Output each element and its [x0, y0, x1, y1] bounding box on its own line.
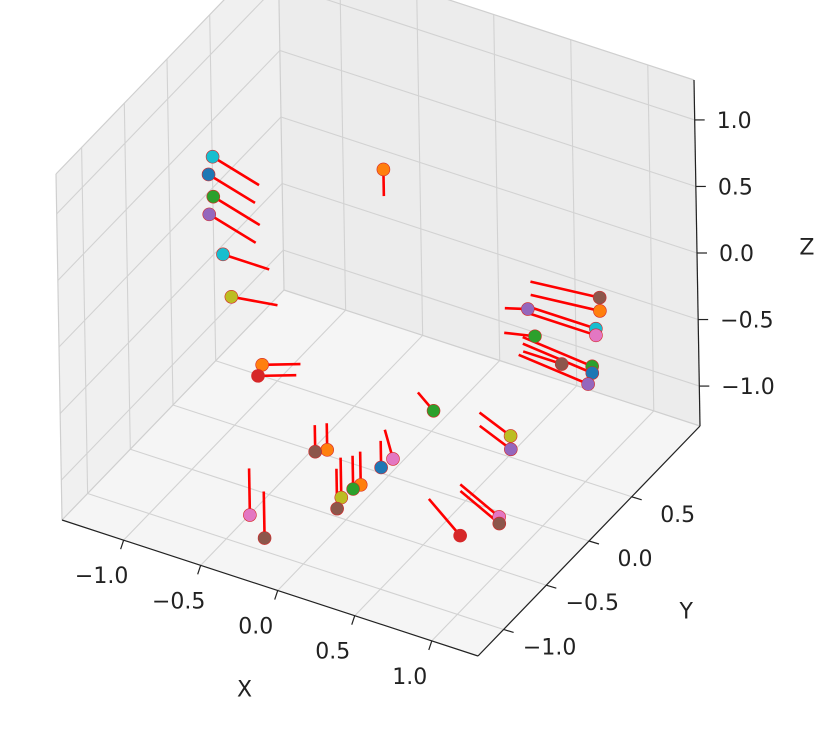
- x-tick: [121, 540, 124, 549]
- vector-line: [264, 492, 265, 539]
- data-point: [427, 404, 440, 417]
- x-tick: [352, 616, 355, 625]
- y-tick-label: −0.5: [566, 591, 619, 616]
- z-tick-label: 0.0: [719, 242, 754, 267]
- y-tick-label: −1.0: [523, 635, 576, 660]
- data-point: [216, 248, 229, 261]
- y-axis-label: Y: [678, 599, 693, 624]
- z-tick-label: −0.5: [720, 309, 773, 334]
- axis-panes: [56, 0, 700, 656]
- x-tick: [198, 565, 201, 574]
- x-tick: [275, 591, 278, 600]
- data-point: [243, 509, 256, 522]
- data-point: [386, 452, 399, 465]
- y-tick: [589, 541, 599, 544]
- data-point: [521, 303, 534, 316]
- data-point: [207, 190, 220, 203]
- x-axis-label: X: [237, 678, 252, 703]
- data-point: [375, 461, 388, 474]
- data-point: [309, 445, 322, 458]
- z-axis-label: Z: [799, 235, 814, 260]
- data-point: [593, 304, 606, 317]
- y-tick-label: 0.5: [660, 503, 695, 528]
- y-tick: [504, 629, 514, 632]
- data-point: [454, 529, 467, 542]
- vector-line: [249, 468, 250, 515]
- data-point: [504, 429, 517, 442]
- data-point: [225, 290, 238, 303]
- x-tick-label: −0.5: [152, 589, 205, 614]
- z-tick-label: 1.0: [717, 109, 752, 134]
- data-point: [493, 517, 506, 530]
- data-point: [203, 208, 216, 221]
- y-tick: [546, 585, 556, 588]
- x-tick-label: −1.0: [75, 564, 128, 589]
- x-tick-label: 0.5: [315, 640, 350, 665]
- z-tick-label: −1.0: [721, 375, 774, 400]
- x-tick-label: 1.0: [392, 665, 427, 690]
- data-point: [202, 168, 215, 181]
- data-point: [321, 443, 334, 456]
- data-point: [582, 378, 595, 391]
- y-tick-label: 0.0: [618, 547, 653, 572]
- data-point: [593, 291, 606, 304]
- data-point: [252, 369, 265, 382]
- data-point: [347, 482, 360, 495]
- data-point: [504, 443, 517, 456]
- data-point: [258, 532, 271, 545]
- data-point: [555, 358, 568, 371]
- x-tick: [429, 641, 432, 650]
- data-point: [589, 329, 602, 342]
- data-point: [528, 330, 541, 343]
- data-point: [206, 150, 219, 163]
- x-tick-label: 0.0: [238, 615, 273, 640]
- z-tick-label: 0.5: [718, 175, 753, 200]
- data-point: [377, 163, 390, 176]
- y-tick: [632, 497, 642, 500]
- data-point: [331, 502, 344, 515]
